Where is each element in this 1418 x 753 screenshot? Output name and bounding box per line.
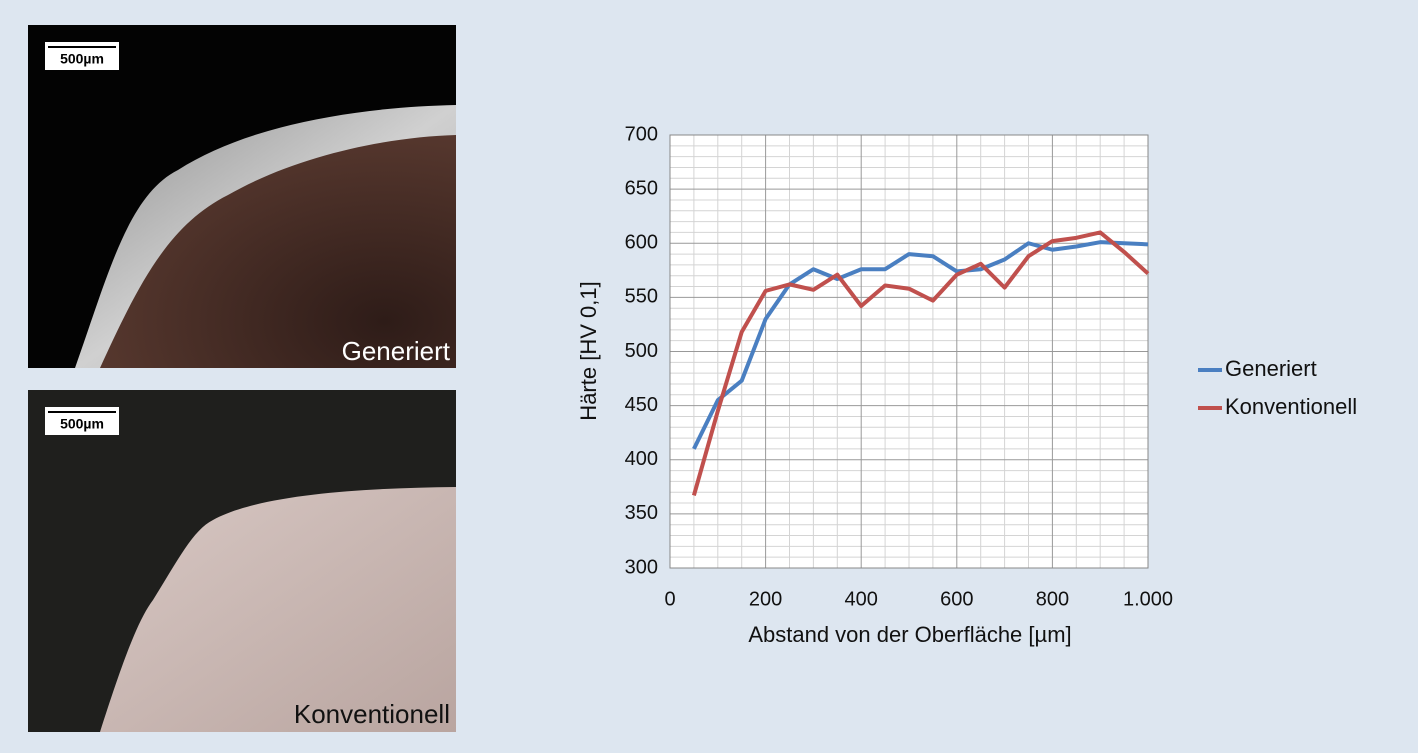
x-tick-label: 200 xyxy=(749,588,782,610)
micrograph: 500µm Generiert xyxy=(28,25,456,368)
y-tick-label: 650 xyxy=(625,177,658,199)
x-axis-title: Abstand von der Oberfläche [µm] xyxy=(748,622,1071,647)
y-tick-label: 500 xyxy=(625,340,658,362)
y-axis-title: Härte [HV 0,1] xyxy=(576,281,601,420)
y-tick-label: 550 xyxy=(625,286,658,308)
series-line xyxy=(692,240,1149,450)
plot-frame xyxy=(669,134,1149,569)
y-tick-label: 450 xyxy=(625,394,658,416)
x-tick-label: 400 xyxy=(845,588,878,610)
scale-label: 500µm xyxy=(60,416,104,432)
y-tick-label: 700 xyxy=(625,123,658,145)
x-tick-label: 1.000 xyxy=(1123,588,1173,610)
y-tick-label: 350 xyxy=(625,502,658,524)
x-tick-label: 0 xyxy=(664,588,675,610)
y-tick-label: 600 xyxy=(625,232,658,254)
x-tick-label: 600 xyxy=(940,588,973,610)
micrograph: 500µm Konventionell xyxy=(28,390,456,732)
image-label: Konventionell xyxy=(294,699,450,729)
series-line xyxy=(691,230,1150,497)
legend-label: Generiert xyxy=(1225,356,1317,381)
y-tick-label: 300 xyxy=(625,556,658,578)
x-tick-label: 800 xyxy=(1036,588,1069,610)
image-label: Generiert xyxy=(342,336,451,366)
scale-label: 500µm xyxy=(60,51,104,67)
scale-bar: 500µm xyxy=(45,407,119,435)
y-tick-label: 400 xyxy=(625,448,658,470)
legend-label: Konventionell xyxy=(1225,394,1357,419)
scale-bar: 500µm xyxy=(45,42,119,70)
